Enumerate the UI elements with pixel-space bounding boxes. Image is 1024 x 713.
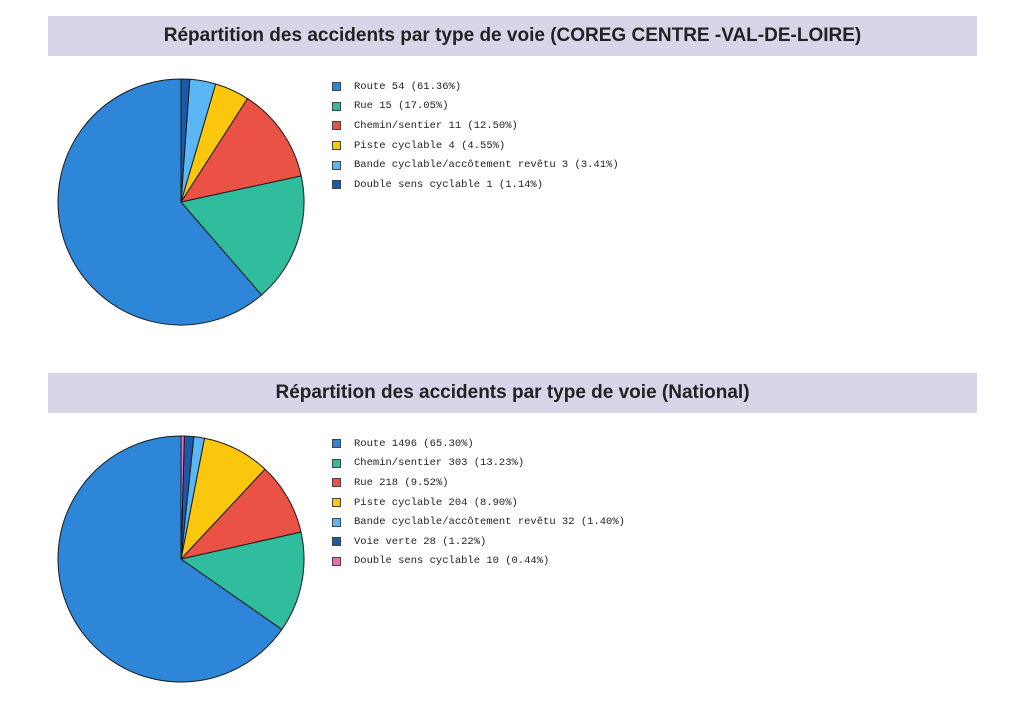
chart-title: Répartition des accidents par type de vo…: [163, 25, 862, 46]
legend-label: Double sens cyclable 1 (1.14%): [354, 178, 544, 191]
chart-legend: Route 54 (61.36%) Rue 15 (17.05%) Chemin/s…: [332, 77, 619, 195]
chart-title-bar: Répartition des accidents par type de vo…: [48, 373, 977, 413]
legend-swatch: [332, 517, 341, 527]
legend-swatch: [332, 180, 341, 190]
legend-item: Route 54 (61.36%): [332, 77, 619, 97]
legend-label: Rue 15 (17.05%): [354, 100, 449, 113]
legend-label: Rue 218 (9.52%): [354, 476, 449, 489]
legend-item: Voie verte 28 (1.22%): [332, 532, 625, 552]
legend-swatch: [332, 458, 341, 468]
legend-swatch: [332, 121, 341, 131]
legend-item: Piste cyclable 4 (4.55%): [332, 136, 619, 156]
legend-label: Bande cyclable/accôtement revêtu 3 (3.41…: [354, 159, 619, 172]
pie-slice-double-sens-cyclable: [180, 435, 185, 560]
legend-swatch: [332, 141, 341, 151]
legend-swatch: [332, 537, 341, 547]
chart-panel-coreg: Répartition des accidents par type de vo…: [48, 16, 977, 336]
legend-swatch: [332, 101, 341, 111]
legend-label: Piste cyclable 204 (8.90%): [354, 496, 518, 509]
chart-title: Répartition des accidents par type de vo…: [275, 382, 750, 403]
legend-swatch: [332, 82, 341, 92]
pie-slice-route: [57, 435, 283, 683]
pie-chart: [57, 78, 305, 326]
legend-swatch: [332, 478, 341, 488]
pie-slice-route: [57, 78, 263, 326]
legend-item: Bande cyclable/accôtement revêtu 32 (1.4…: [332, 512, 625, 532]
legend-item: Rue 15 (17.05%): [332, 97, 619, 117]
chart-title-bar: Répartition des accidents par type de vo…: [48, 16, 977, 56]
chart-legend: Route 1496 (65.30%) Chemin/sentier 303 (1…: [332, 434, 625, 571]
legend-label: Voie verte 28 (1.22%): [354, 535, 487, 548]
pie-chart: [57, 435, 305, 683]
legend-label: Piste cyclable 4 (4.55%): [354, 139, 506, 152]
legend-label: Chemin/sentier 11 (12.50%): [354, 119, 518, 132]
pie-slice-chemin-sentier: [180, 98, 302, 203]
legend-swatch: [332, 439, 341, 449]
legend-item: Chemin/sentier 303 (13.23%): [332, 454, 625, 474]
legend-swatch: [332, 160, 341, 170]
legend-swatch: [332, 498, 341, 508]
pie-slice-rue: [180, 175, 305, 296]
legend-item: Piste cyclable 204 (8.90%): [332, 493, 625, 513]
legend-item: Double sens cyclable 10 (0.44%): [332, 552, 625, 572]
pie-slice-double-sens-cyclable: [180, 78, 191, 203]
legend-item: Route 1496 (65.30%): [332, 434, 625, 454]
legend-item: Bande cyclable/accôtement revêtu 3 (3.41…: [332, 155, 619, 175]
legend-item: Double sens cyclable 1 (1.14%): [332, 175, 619, 195]
legend-item: Rue 218 (9.52%): [332, 473, 625, 493]
legend-swatch: [332, 556, 341, 566]
pie-slice-chemin-sentier: [180, 531, 305, 630]
legend-label: Route 1496 (65.30%): [354, 437, 474, 450]
legend-label: Route 54 (61.36%): [354, 80, 462, 93]
chart-panel-national: Répartition des accidents par type de vo…: [48, 373, 977, 693]
legend-label: Chemin/sentier 303 (13.23%): [354, 457, 525, 470]
legend-label: Bande cyclable/accôtement revêtu 32 (1.4…: [354, 516, 625, 529]
legend-label: Double sens cyclable 10 (0.44%): [354, 555, 550, 568]
legend-item: Chemin/sentier 11 (12.50%): [332, 116, 619, 136]
